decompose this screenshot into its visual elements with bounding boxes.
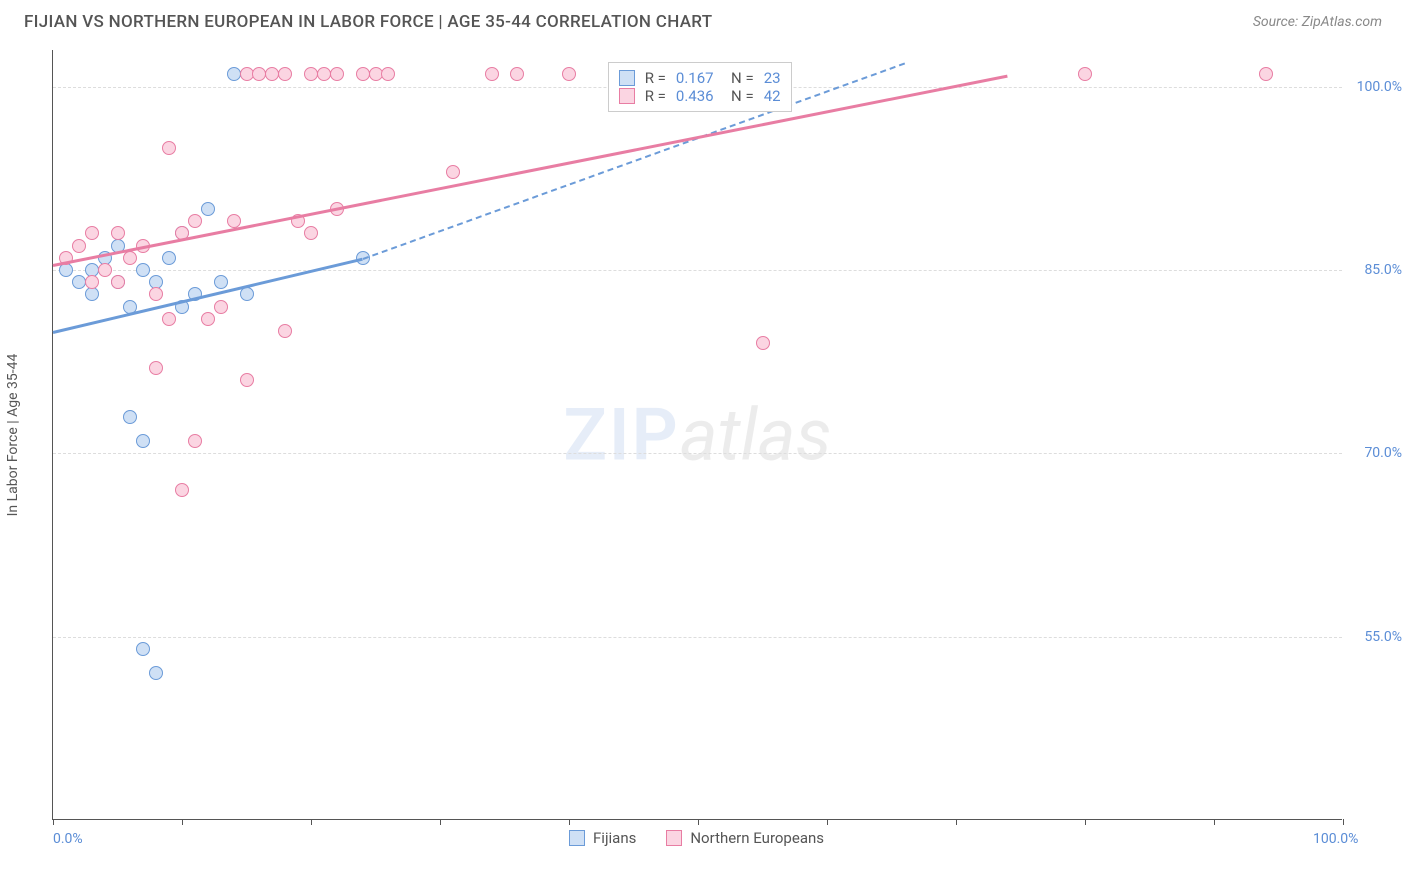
stat-r-label: R = xyxy=(645,69,666,87)
data-point xyxy=(149,666,163,680)
data-point xyxy=(123,410,137,424)
stat-row: R = 0.167 N = 23 xyxy=(619,69,781,87)
data-point xyxy=(201,312,215,326)
legend-label: Fijians xyxy=(593,829,636,847)
y-axis-title: In Labor Force | Age 35-44 xyxy=(5,353,21,516)
x-tick xyxy=(1343,819,1344,825)
data-point xyxy=(201,202,215,216)
gridline xyxy=(53,453,1342,454)
x-tick-label: 0.0% xyxy=(53,831,83,847)
data-point xyxy=(562,67,576,81)
x-tick xyxy=(1085,819,1086,825)
data-point xyxy=(98,263,112,277)
y-tick-label: 85.0% xyxy=(1347,262,1402,278)
legend-swatch xyxy=(666,830,682,846)
legend-item: Northern Europeans xyxy=(666,829,824,847)
x-tick xyxy=(827,819,828,825)
watermark-atlas: atlas xyxy=(680,392,832,477)
legend-item: Fijians xyxy=(569,829,636,847)
watermark-zip: ZIP xyxy=(563,392,679,477)
stat-n-value: 23 xyxy=(764,69,781,87)
data-point xyxy=(252,67,266,81)
data-point xyxy=(317,67,331,81)
stat-n-label: N = xyxy=(724,69,754,87)
x-tick xyxy=(698,819,699,825)
stat-swatch xyxy=(619,88,635,104)
data-point xyxy=(304,67,318,81)
data-point xyxy=(278,67,292,81)
x-tick xyxy=(440,819,441,825)
y-tick-label: 70.0% xyxy=(1347,445,1402,461)
data-point xyxy=(485,67,499,81)
data-point xyxy=(446,165,460,179)
data-point xyxy=(756,336,770,350)
data-point xyxy=(149,287,163,301)
data-point xyxy=(510,67,524,81)
data-point xyxy=(188,214,202,228)
legend-label: Northern Europeans xyxy=(690,829,824,847)
stat-r-value: 0.436 xyxy=(676,87,714,105)
x-tick xyxy=(569,819,570,825)
chart-title: FIJIAN VS NORTHERN EUROPEAN IN LABOR FOR… xyxy=(24,12,712,32)
x-tick xyxy=(956,819,957,825)
data-point xyxy=(240,67,254,81)
source-label: Source: ZipAtlas.com xyxy=(1253,14,1382,30)
data-point xyxy=(111,275,125,289)
y-tick-label: 55.0% xyxy=(1347,629,1402,645)
x-tick-label: 100.0% xyxy=(1313,831,1358,847)
data-point xyxy=(136,642,150,656)
series-legend: Fijians Northern Europeans xyxy=(569,829,824,847)
gridline xyxy=(53,637,1342,638)
data-point xyxy=(72,239,86,253)
data-point xyxy=(356,67,370,81)
data-point xyxy=(136,263,150,277)
data-point xyxy=(111,226,125,240)
data-point xyxy=(214,275,228,289)
x-tick xyxy=(53,819,54,825)
data-point xyxy=(72,275,86,289)
stat-n-value: 42 xyxy=(764,87,781,105)
stat-row: R = 0.436 N = 42 xyxy=(619,87,781,105)
data-point xyxy=(136,434,150,448)
data-point xyxy=(85,275,99,289)
data-point xyxy=(330,67,344,81)
data-point xyxy=(162,312,176,326)
data-point xyxy=(85,226,99,240)
data-point xyxy=(304,226,318,240)
data-point xyxy=(149,361,163,375)
data-point xyxy=(278,324,292,338)
gridline xyxy=(53,270,1342,271)
x-tick xyxy=(1214,819,1215,825)
data-point xyxy=(1078,67,1092,81)
data-point xyxy=(123,251,137,265)
data-point xyxy=(85,287,99,301)
stat-box: R = 0.167 N = 23 R = 0.436 N = 42 xyxy=(608,62,792,112)
x-tick xyxy=(182,819,183,825)
data-point xyxy=(265,67,279,81)
data-point xyxy=(175,483,189,497)
data-point xyxy=(162,251,176,265)
data-point xyxy=(240,287,254,301)
data-point xyxy=(240,373,254,387)
legend-swatch xyxy=(569,830,585,846)
y-tick-label: 100.0% xyxy=(1347,79,1402,95)
stat-r-value: 0.167 xyxy=(676,69,714,87)
data-point xyxy=(162,141,176,155)
data-point xyxy=(1259,67,1273,81)
data-point xyxy=(381,67,395,81)
x-tick xyxy=(311,819,312,825)
data-point xyxy=(369,67,383,81)
data-point xyxy=(188,434,202,448)
trend-line xyxy=(53,74,1008,266)
stat-swatch xyxy=(619,70,635,86)
stat-r-label: R = xyxy=(645,87,666,105)
data-point xyxy=(227,67,241,81)
chart-plot-area: In Labor Force | Age 35-44 ZIPatlas 55.0… xyxy=(52,50,1342,820)
data-point xyxy=(214,300,228,314)
watermark: ZIPatlas xyxy=(563,392,831,477)
stat-n-label: N = xyxy=(724,87,754,105)
